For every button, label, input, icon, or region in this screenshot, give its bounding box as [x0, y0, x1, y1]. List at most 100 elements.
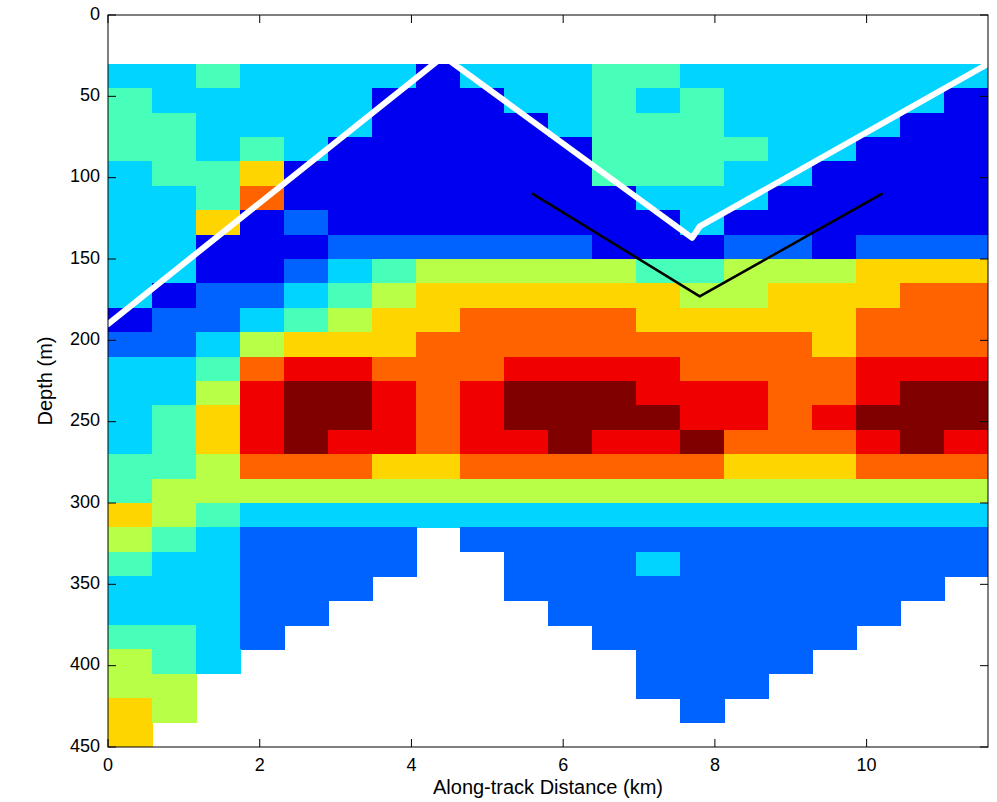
heatmap-cell — [944, 405, 988, 430]
heatmap-cell — [548, 430, 593, 455]
heatmap-cell — [152, 161, 197, 186]
heatmap-cell — [944, 430, 988, 455]
heatmap-cell — [284, 454, 329, 479]
heatmap-cell — [680, 259, 725, 284]
x-tick — [866, 739, 867, 747]
y-tick-label: 250 — [70, 410, 100, 430]
heatmap-cell — [768, 430, 813, 455]
heatmap-cell — [152, 479, 197, 504]
heatmap-cell — [900, 186, 945, 211]
heatmap-cell — [504, 88, 549, 113]
heatmap-cell — [108, 527, 153, 552]
track-line — [108, 61, 438, 325]
heatmap-cell — [856, 64, 901, 89]
heatmap-cell — [636, 674, 681, 699]
heatmap-cell — [856, 430, 901, 455]
y-tick-label: 350 — [70, 573, 100, 593]
y-tick — [108, 584, 116, 585]
heatmap-cell — [372, 308, 417, 333]
y-tick — [108, 421, 116, 422]
chart: 0246810050100150200250300350400450Along-… — [0, 0, 997, 802]
heatmap-cell — [108, 357, 153, 382]
heatmap-cell — [240, 601, 285, 626]
heatmap-cell — [240, 161, 285, 186]
heatmap-cell — [900, 64, 945, 89]
heatmap-cell — [724, 674, 769, 699]
heatmap-cell — [812, 552, 857, 577]
heatmap-cell — [856, 210, 901, 235]
heatmap-cell — [944, 357, 988, 382]
heatmap-cell — [196, 552, 241, 577]
heatmap-cell — [328, 430, 373, 455]
heatmap-cell — [680, 454, 725, 479]
heatmap-cell — [680, 698, 725, 723]
heatmap-cell — [812, 625, 857, 650]
heatmap-cell — [504, 357, 549, 382]
heatmap-cell — [196, 259, 241, 284]
heatmap-cell — [812, 430, 857, 455]
heatmap-cell — [152, 64, 197, 89]
heatmap-cell — [636, 601, 681, 626]
x-tick — [411, 739, 412, 747]
heatmap-cell — [460, 308, 505, 333]
y-tick — [980, 584, 988, 585]
heatmap-cell — [460, 161, 505, 186]
heatmap-cell — [680, 405, 725, 430]
heatmap-cell — [240, 137, 285, 162]
y-tick — [980, 340, 988, 341]
heatmap-cell — [944, 88, 988, 113]
y-axis-title: Depth (m) — [34, 337, 56, 426]
heatmap-cell — [680, 308, 725, 333]
heatmap-cell — [240, 381, 285, 406]
heatmap-cell — [504, 552, 549, 577]
heatmap-cell — [460, 88, 505, 113]
heatmap-cell — [152, 308, 197, 333]
heatmap-cell — [196, 625, 241, 650]
heatmap-cell — [680, 552, 725, 577]
y-tick — [108, 503, 116, 504]
heatmap-cell — [152, 503, 197, 528]
heatmap-cell — [416, 454, 461, 479]
heatmap-cell — [636, 137, 681, 162]
heatmap-cell — [152, 186, 197, 211]
heatmap-cell — [856, 283, 901, 308]
heatmap-cell — [372, 332, 417, 357]
heatmap-cell — [636, 454, 681, 479]
y-tick — [108, 747, 116, 748]
heatmap-cell — [592, 576, 637, 601]
heatmap-cell — [812, 308, 857, 333]
heatmap-cell — [724, 88, 769, 113]
heatmap-cell — [548, 283, 593, 308]
heatmap-cell — [196, 503, 241, 528]
heatmap-cell — [328, 332, 373, 357]
heatmap-cell — [636, 161, 681, 186]
heatmap-cell — [196, 113, 241, 138]
heatmap-cell — [196, 430, 241, 455]
heatmap-cell — [504, 259, 549, 284]
heatmap-cell — [592, 259, 637, 284]
heatmap-cell — [240, 64, 285, 89]
heatmap-cell — [196, 283, 241, 308]
heatmap-cell — [724, 576, 769, 601]
heatmap-cell — [240, 479, 285, 504]
x-tick — [714, 739, 715, 747]
heatmap-cell — [944, 381, 988, 406]
heatmap-cell — [856, 186, 901, 211]
heatmap-cell — [856, 88, 901, 113]
heatmap-cell — [108, 430, 153, 455]
heatmap-cell — [680, 430, 725, 455]
heatmap-cell — [812, 210, 857, 235]
heatmap-cell — [768, 259, 813, 284]
heatmap-cell — [768, 601, 813, 626]
heatmap-cell — [108, 552, 153, 577]
heatmap-cell — [416, 88, 461, 113]
heatmap-cell — [416, 308, 461, 333]
heatmap-cell — [460, 235, 505, 260]
heatmap-cell — [768, 405, 813, 430]
heatmap-cell — [900, 479, 945, 504]
heatmap-cell — [504, 161, 549, 186]
heatmap-cell — [240, 88, 285, 113]
heatmap-cell — [240, 552, 285, 577]
heatmap-cell — [724, 161, 769, 186]
heatmap-cell — [592, 381, 637, 406]
